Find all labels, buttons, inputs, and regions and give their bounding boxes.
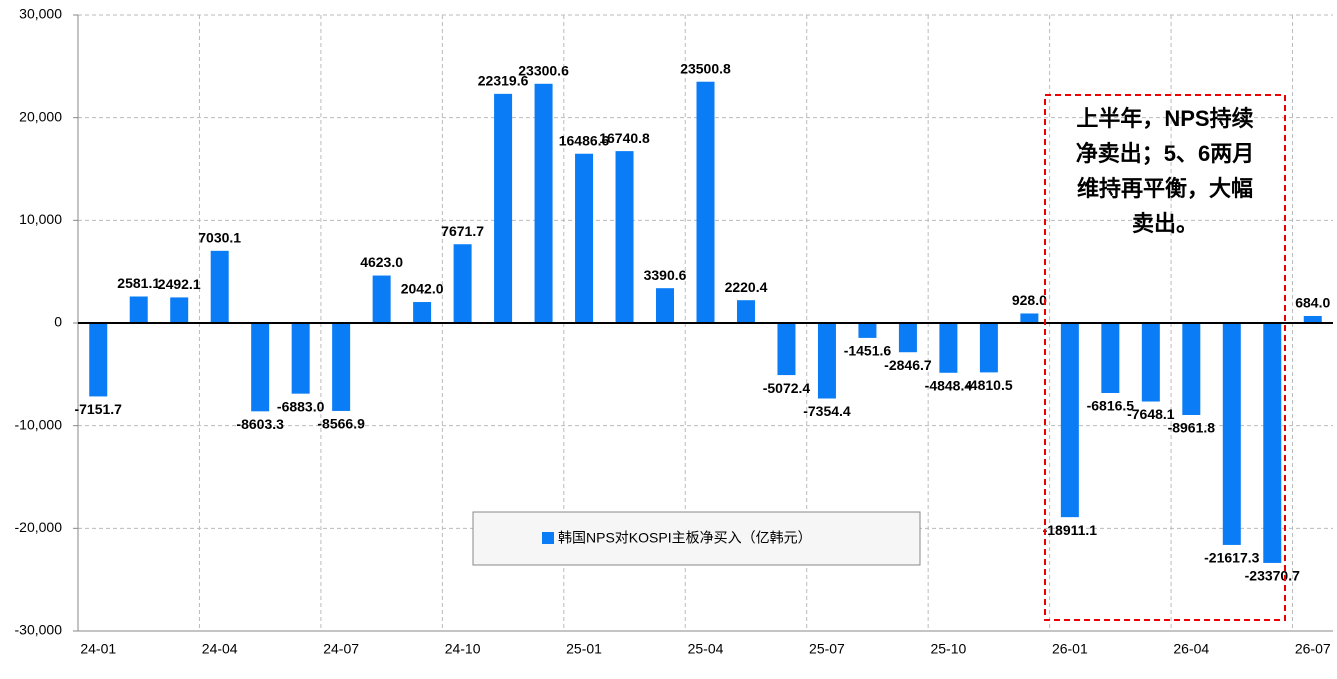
data-label: -4810.5 — [965, 377, 1013, 393]
data-label: -6883.0 — [277, 398, 325, 414]
y-tick-label: -20,000 — [15, 519, 63, 535]
data-label: 2581.1 — [117, 275, 160, 291]
data-label: -8603.3 — [236, 416, 284, 432]
y-tick-label: -10,000 — [15, 416, 63, 432]
annotation-box — [1044, 94, 1286, 621]
data-label: 928.0 — [1012, 292, 1047, 308]
x-tick-label: 26-04 — [1173, 641, 1209, 657]
data-label: 23500.8 — [680, 60, 731, 76]
data-label: 2220.4 — [725, 279, 768, 295]
data-label: -8961.8 — [1168, 420, 1216, 436]
x-tick-label: 25-04 — [688, 641, 724, 657]
data-label: 7030.1 — [198, 230, 241, 246]
bar — [89, 323, 108, 397]
data-label: 684.0 — [1295, 295, 1330, 311]
x-tick-label: 24-04 — [202, 641, 238, 657]
bar — [615, 151, 634, 323]
bar — [1303, 315, 1322, 323]
bar — [1020, 313, 1039, 323]
bar — [656, 288, 675, 323]
data-label: 2042.0 — [401, 281, 444, 297]
legend-label: 韩国NPS对KOSPI主板净买入（亿韩元） — [558, 530, 812, 546]
bar — [291, 323, 310, 394]
data-label: 4623.0 — [360, 254, 403, 270]
x-tick-label: 24-07 — [323, 641, 359, 657]
x-tick-label: 25-07 — [809, 641, 845, 657]
data-label: -7648.1 — [1127, 406, 1175, 422]
bar — [1141, 323, 1160, 402]
bar — [575, 153, 594, 323]
y-tick-label: -30,000 — [15, 622, 63, 638]
data-label: 16486.6 — [559, 132, 610, 148]
bar — [696, 81, 715, 323]
y-tick-label: 20,000 — [19, 108, 62, 124]
data-label: -6816.5 — [1087, 398, 1135, 414]
bar — [858, 323, 877, 338]
data-label: -5072.4 — [763, 380, 811, 396]
data-label: -7354.4 — [803, 403, 851, 419]
data-label: 23300.6 — [518, 62, 569, 78]
bar — [534, 83, 553, 323]
bar — [372, 275, 391, 323]
data-label: 22319.6 — [478, 73, 529, 89]
data-label: 7671.7 — [441, 223, 484, 239]
data-label: -7151.7 — [74, 401, 122, 417]
bar — [170, 297, 189, 323]
y-tick-label: 0 — [54, 314, 62, 330]
data-label: -21617.3 — [1204, 550, 1259, 566]
data-label: -8566.9 — [317, 416, 365, 432]
data-label: -23370.7 — [1245, 568, 1300, 584]
x-tick-label: 25-01 — [566, 641, 602, 657]
bar — [1101, 323, 1120, 393]
bar — [777, 323, 796, 376]
x-tick-label: 25-10 — [930, 641, 966, 657]
bar — [736, 300, 755, 323]
bar — [129, 296, 148, 323]
bar — [251, 323, 270, 412]
data-label: -1451.6 — [844, 343, 892, 359]
data-label: -18911.1 — [1043, 522, 1098, 538]
bar — [939, 323, 958, 373]
bar — [332, 323, 351, 411]
bar — [817, 323, 836, 399]
data-label: -4848.4 — [925, 377, 973, 393]
data-label: 2492.1 — [158, 276, 201, 292]
bar — [494, 93, 513, 323]
bar — [898, 323, 917, 353]
bar — [979, 323, 998, 373]
annotation-text: 上半年，NPS持续 — [1076, 106, 1253, 131]
annotation-text: 净卖出；5、6两月 — [1076, 141, 1254, 166]
data-label: 3390.6 — [644, 267, 687, 283]
bar — [1222, 323, 1241, 545]
bar — [413, 302, 432, 323]
data-label: -2846.7 — [884, 357, 932, 373]
x-tick-label: 24-01 — [80, 641, 116, 657]
x-tick-label: 24-10 — [445, 641, 481, 657]
y-tick-label: 10,000 — [19, 211, 62, 227]
bar — [210, 250, 229, 323]
bar — [1060, 323, 1079, 518]
bar — [453, 244, 472, 323]
legend-swatch — [542, 532, 554, 544]
data-label: 16740.8 — [599, 130, 650, 146]
bar — [1182, 323, 1201, 416]
x-tick-label: 26-07 — [1295, 641, 1331, 657]
x-tick-label: 26-01 — [1052, 641, 1088, 657]
y-tick-label: 30,000 — [19, 6, 62, 22]
bar — [1263, 323, 1282, 563]
annotation-text: 维持再平衡，大幅 — [1077, 176, 1253, 201]
annotation-text: 卖出。 — [1132, 211, 1198, 236]
